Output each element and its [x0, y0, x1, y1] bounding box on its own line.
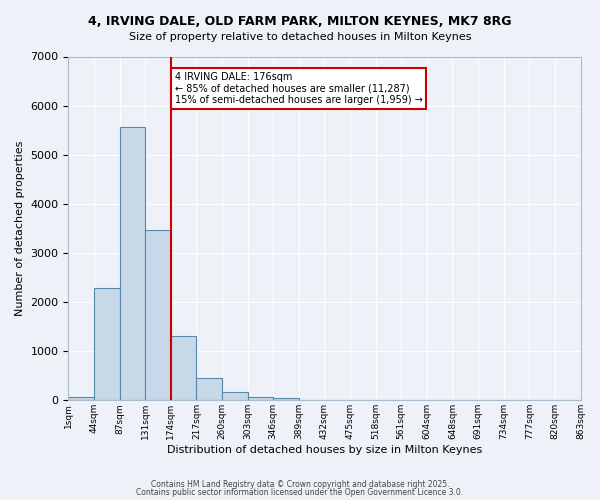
- X-axis label: Distribution of detached houses by size in Milton Keynes: Distribution of detached houses by size …: [167, 445, 482, 455]
- Bar: [273, 398, 299, 400]
- Bar: [171, 336, 196, 400]
- Text: Contains HM Land Registry data © Crown copyright and database right 2025.: Contains HM Land Registry data © Crown c…: [151, 480, 449, 489]
- Text: 4 IRVING DALE: 176sqm
← 85% of detached houses are smaller (11,287)
15% of semi-: 4 IRVING DALE: 176sqm ← 85% of detached …: [175, 72, 422, 106]
- Bar: [94, 288, 119, 401]
- Bar: [145, 230, 171, 400]
- Bar: [68, 396, 94, 400]
- Bar: [222, 392, 248, 400]
- Text: Contains public sector information licensed under the Open Government Licence 3.: Contains public sector information licen…: [136, 488, 464, 497]
- Text: 4, IRVING DALE, OLD FARM PARK, MILTON KEYNES, MK7 8RG: 4, IRVING DALE, OLD FARM PARK, MILTON KE…: [88, 15, 512, 28]
- Bar: [248, 396, 273, 400]
- Text: Size of property relative to detached houses in Milton Keynes: Size of property relative to detached ho…: [129, 32, 471, 42]
- Bar: [196, 378, 222, 400]
- Y-axis label: Number of detached properties: Number of detached properties: [15, 140, 25, 316]
- Bar: [119, 127, 145, 400]
